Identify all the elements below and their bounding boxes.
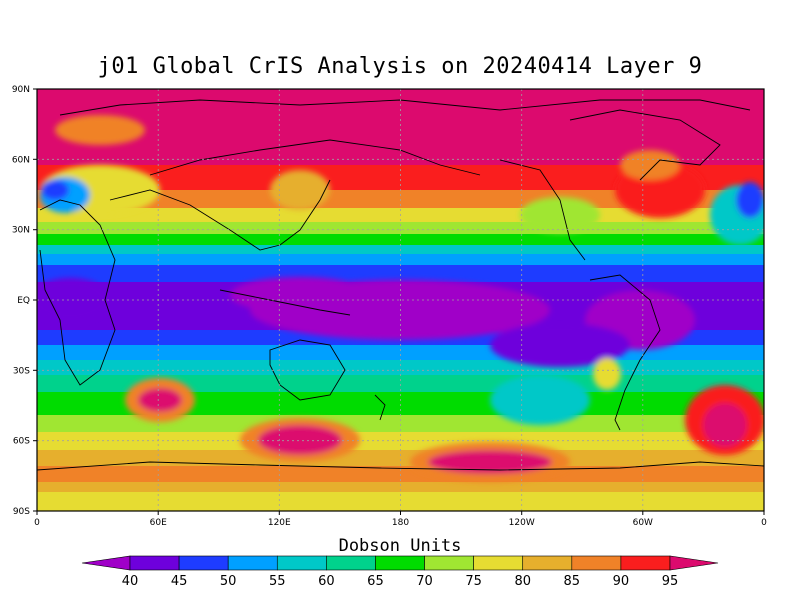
lat-label-60n: 60N — [12, 155, 30, 165]
colorbar-tick-label: 90 — [613, 574, 630, 589]
lat-label-90n: 90N — [12, 85, 30, 95]
colorbar-tick-label: 45 — [171, 574, 188, 589]
colorbar-tick-label: 50 — [220, 574, 237, 589]
colorbar-swatch — [178, 555, 229, 571]
colorbar-arrow-low — [81, 555, 131, 571]
colorbar-arrow-high — [669, 555, 719, 571]
colorbar-swatch — [326, 555, 376, 571]
colorbar: 40 45 50 55 60 65 70 75 80 85 90 95 — [81, 555, 719, 589]
lat-label-30n: 30N — [12, 226, 30, 236]
lon-label-60w: 60W — [633, 518, 653, 528]
colorbar-tick-label: 60 — [318, 574, 335, 589]
colorbar-swatch — [375, 555, 425, 571]
colorbar-tick-label: 65 — [367, 574, 384, 589]
lat-label-30s: 30S — [13, 366, 30, 376]
lon-label-0-end: 0 — [761, 518, 767, 528]
map-title: j01 Global CrIS Analysis on 20240414 Lay… — [97, 54, 703, 79]
lon-label-120e: 120E — [268, 518, 291, 528]
colorbar-swatch — [571, 555, 622, 571]
colorbar-swatch — [620, 555, 671, 571]
lat-label-60s: 60S — [13, 437, 30, 447]
colorbar-title: Dobson Units — [338, 536, 462, 556]
colorbar-tick-label: 85 — [564, 574, 581, 589]
colorbar-swatch — [473, 555, 524, 571]
colorbar-tick-label: 55 — [269, 574, 286, 589]
colorbar-swatch — [522, 555, 573, 571]
colorbar-tick-label: 70 — [416, 574, 433, 589]
colorbar-swatch — [276, 555, 327, 571]
colorbar-swatch — [227, 555, 278, 571]
lon-label-120w: 120W — [509, 518, 535, 528]
colorbar-tick-label: 40 — [122, 574, 139, 589]
lat-label-90s: 90S — [13, 507, 30, 517]
lon-label-60e: 60E — [150, 518, 167, 528]
colorbar-tick-label: 95 — [662, 574, 679, 589]
lon-label-180: 180 — [392, 518, 409, 528]
lat-label-eq: EQ — [17, 296, 30, 306]
colorbar-swatch — [424, 555, 474, 571]
colorbar-tick-label: 75 — [465, 574, 482, 589]
colorbar-swatch — [129, 555, 180, 571]
colorbar-tick-label: 80 — [514, 574, 531, 589]
grid-lines — [37, 89, 764, 511]
lon-label-0: 0 — [34, 518, 40, 528]
